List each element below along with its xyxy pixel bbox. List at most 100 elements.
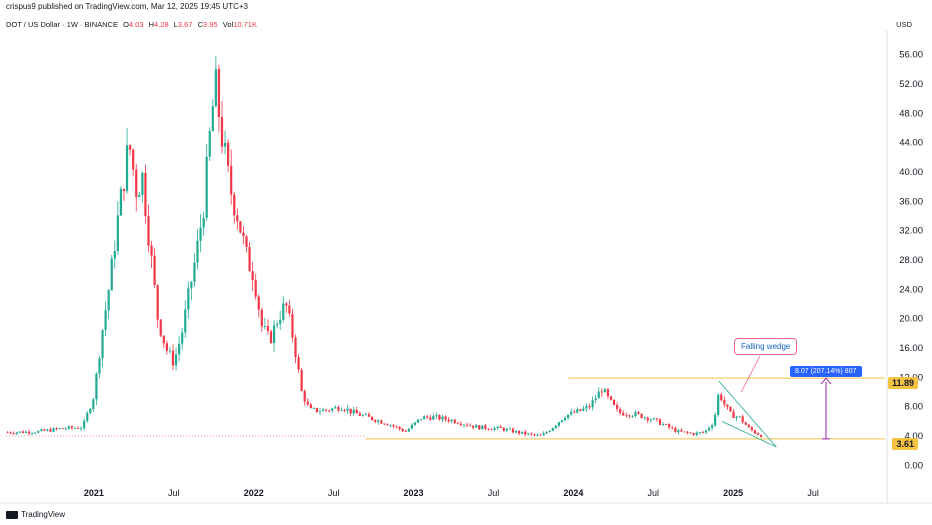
low-label: L [173,20,178,29]
candle-body [533,434,536,436]
candle-body [110,258,113,291]
candle-body [671,427,674,429]
candle-body [600,391,603,393]
candle-body [24,431,28,433]
wedge-lower-line [721,420,777,448]
candle-body [67,426,70,429]
candle-body [291,313,294,338]
candle-body [107,290,110,311]
candle-body [312,407,315,409]
candle-body [46,429,49,431]
candle-body [260,309,263,327]
candle-body [573,411,576,413]
candle-body [554,425,557,429]
candle-body [655,418,659,420]
candle-body [567,414,570,418]
y-tick-label: 48.00 [899,108,923,119]
candle-body [499,426,502,428]
candle-body [211,106,214,131]
candle-body [294,337,297,358]
candle-body [346,408,349,411]
high-label: H [148,20,155,29]
candle-body [300,369,303,391]
candle-body [43,429,46,431]
candle-body [119,188,123,216]
candle-body [276,323,279,326]
candle-body [585,406,588,409]
candle-body [162,335,165,344]
candle-body [475,425,478,428]
y-tick-label: 16.00 [899,343,923,354]
candle-body [193,262,196,282]
candle-body [239,221,242,233]
candle-body [31,433,34,434]
candle-body [603,389,606,393]
candle-body [55,428,58,429]
y-tick-label: 44.00 [899,138,923,149]
footer[interactable]: TradingView [6,510,65,519]
symbol-name: DOT / US Dollar · 1W · BINANCE [6,20,118,29]
candle-body [181,332,184,344]
candle-body [646,417,649,421]
candle-body [147,216,150,246]
candle-body [468,425,472,427]
tradingview-logo-icon [6,510,18,519]
candle-body [729,406,732,412]
candle-body [665,424,668,425]
candle-body [668,424,671,428]
candle-body [73,427,77,429]
candle-body [272,325,276,343]
candle-body [325,409,328,411]
upper-level-tag: 11.89 [887,377,918,389]
candle-body [358,413,361,416]
candle-body [12,433,15,434]
candle-body [364,414,368,416]
candle-body [236,215,239,222]
candle-body [223,142,227,147]
lower-level-tag: 3.61 [892,438,918,450]
candle-body [340,409,343,411]
candle-body [747,424,750,428]
candle-body [686,431,689,433]
candle-body [27,431,31,434]
candle-body [720,394,723,401]
candle-body [505,428,508,431]
candle-body [407,428,410,432]
y-tick-label: 8.00 [905,402,924,413]
candle-body [165,343,168,351]
candle-body [190,281,193,289]
candle-body [435,415,438,416]
publisher-line: crispus9 published on TradingView.com, M… [6,2,248,11]
candle-body [377,420,380,422]
candle-body [478,425,481,430]
candle-body [453,419,456,423]
candle-body [202,217,205,228]
candle-body [144,172,147,217]
candle-body [15,432,18,434]
candle-body [472,425,475,428]
candle-body [419,419,423,420]
candle-body [80,428,83,430]
candle-body [187,288,190,310]
candle-body [76,427,80,429]
candle-body [570,411,573,415]
candle-body [591,400,594,408]
candle-body [456,422,459,424]
candle-body [514,430,518,433]
candle-body [496,426,499,428]
candle-body [759,434,763,437]
candle-body [129,145,132,150]
candle-body [717,394,720,415]
candle-body [321,409,325,412]
candle-body [52,428,55,432]
candle-body [315,407,319,412]
candle-body [370,416,374,420]
candle-body [254,280,257,297]
candle-body [174,354,178,366]
candle-body [383,423,386,425]
candle-body [404,431,407,433]
candle-body [423,416,426,420]
candle-body [551,428,554,431]
candle-body [698,432,701,434]
